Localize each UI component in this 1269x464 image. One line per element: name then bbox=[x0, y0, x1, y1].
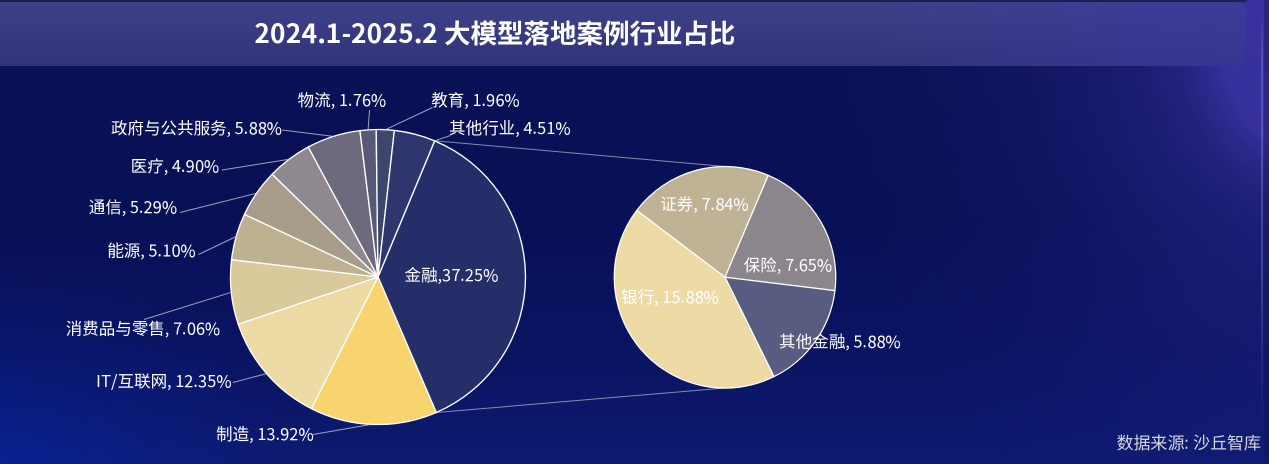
svg-text:物流, 1.76%: 物流, 1.76% bbox=[298, 87, 387, 111]
svg-text:政府与公共服务, 5.88%: 政府与公共服务, 5.88% bbox=[111, 115, 283, 139]
svg-text:消费品与零售, 7.06%: 消费品与零售, 7.06% bbox=[66, 316, 221, 340]
svg-text:银行, 15.88%: 银行, 15.88% bbox=[621, 284, 720, 308]
svg-text:证券, 7.84%: 证券, 7.84% bbox=[660, 191, 749, 215]
svg-text:IT/互联网, 12.35%: IT/互联网, 12.35% bbox=[96, 368, 232, 392]
svg-text:金融,37.25%: 金融,37.25% bbox=[404, 262, 499, 286]
svg-text:其他行业, 4.51%: 其他行业, 4.51% bbox=[449, 115, 571, 139]
svg-text:制造, 13.92%: 制造, 13.92% bbox=[216, 421, 315, 445]
svg-text:能源, 5.10%: 能源, 5.10% bbox=[107, 238, 196, 262]
svg-text:教育, 1.96%: 教育, 1.96% bbox=[431, 87, 520, 111]
svg-text:其他金融, 5.88%: 其他金融, 5.88% bbox=[779, 329, 901, 353]
svg-text:通信, 5.29%: 通信, 5.29% bbox=[89, 194, 178, 218]
svg-text:保险, 7.65%: 保险, 7.65% bbox=[744, 252, 833, 276]
svg-text:医疗, 4.90%: 医疗, 4.90% bbox=[131, 153, 220, 177]
